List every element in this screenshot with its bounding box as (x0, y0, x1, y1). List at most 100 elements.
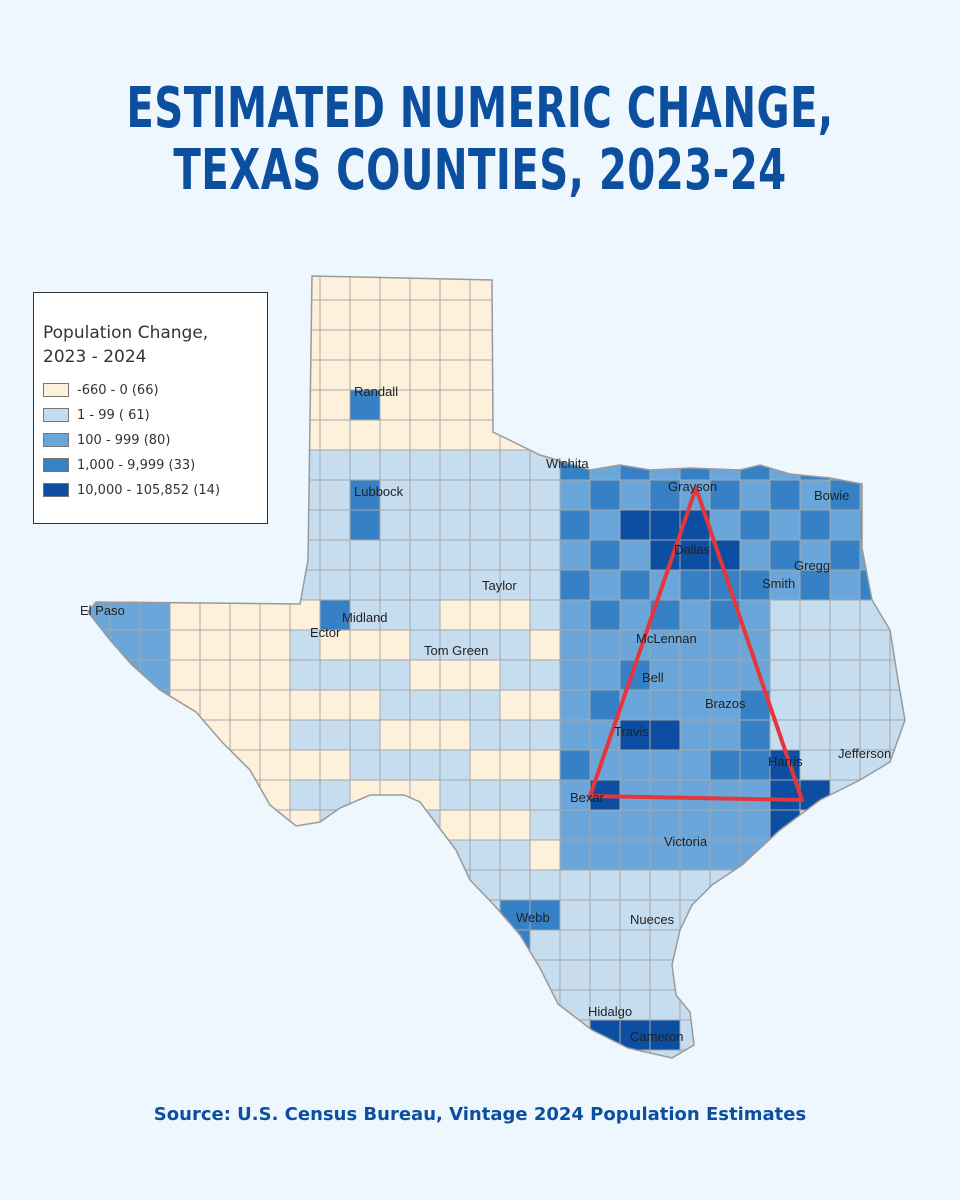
county-cell (349, 389, 381, 421)
county-cell (829, 1019, 861, 1051)
county-cell (379, 719, 411, 751)
county-cell (889, 869, 905, 901)
county-cell (619, 329, 651, 361)
map-legend: Population Change, 2023 - 2024 -660 - 0 … (33, 292, 268, 524)
county-cell (829, 1049, 861, 1058)
county-cell (409, 419, 441, 451)
county-cell (769, 449, 801, 481)
county-cell (859, 659, 891, 691)
county-cell (319, 569, 351, 601)
county-cell (769, 629, 801, 661)
county-cell (589, 599, 621, 631)
county-cell (709, 629, 741, 661)
county-cell (889, 719, 905, 751)
county-cell (709, 869, 741, 901)
county-cell (109, 689, 141, 721)
county-cell (709, 389, 741, 421)
county-cell (769, 839, 801, 871)
county-cell (589, 869, 621, 901)
county-cell (379, 629, 411, 661)
county-cell (439, 539, 471, 571)
county-cell (679, 929, 711, 961)
county-cell (409, 389, 441, 421)
county-cell (529, 779, 561, 811)
county-label-ector: Ector (310, 625, 341, 640)
county-cell (319, 629, 351, 661)
county-cell (169, 959, 201, 991)
county-cell (799, 359, 831, 391)
county-cell (379, 659, 411, 691)
county-cell (679, 569, 711, 601)
county-cell (109, 719, 141, 751)
county-cell (319, 599, 351, 631)
county-cell (199, 899, 231, 931)
county-cell (559, 689, 591, 721)
county-cell (499, 509, 531, 541)
county-label-tom-green: Tom Green (424, 643, 488, 658)
county-cell (409, 779, 441, 811)
legend-swatch (43, 483, 69, 497)
county-cell (349, 869, 381, 901)
county-cell (889, 1019, 905, 1051)
county-cell (739, 276, 771, 301)
county-cell (649, 1049, 681, 1058)
county-cell (169, 1049, 201, 1058)
county-cell (619, 749, 651, 781)
county-cell (139, 959, 171, 991)
county-cell (319, 1019, 351, 1051)
county-cell (859, 869, 891, 901)
county-cell (289, 1019, 321, 1051)
county-cell (559, 659, 591, 691)
county-cell (709, 719, 741, 751)
county-cell (889, 989, 905, 1021)
county-cell (499, 689, 531, 721)
legend-item: 10,000 - 105,852 (14) (43, 481, 220, 499)
county-cell (139, 869, 171, 901)
county-cell (289, 479, 321, 511)
county-cell (229, 719, 261, 751)
county-cell (499, 989, 531, 1021)
county-cell (679, 959, 711, 991)
county-cell (409, 929, 441, 961)
county-cell (799, 629, 831, 661)
county-cell (589, 659, 621, 691)
county-cell (649, 929, 681, 961)
county-cell (859, 899, 891, 931)
county-cell (409, 1049, 441, 1058)
county-cell (319, 809, 351, 841)
county-cell (889, 839, 905, 871)
county-cell (499, 599, 531, 631)
county-cell (349, 569, 381, 601)
county-cell (199, 809, 231, 841)
county-cell (739, 989, 771, 1021)
county-cell (139, 1019, 171, 1051)
county-cell (409, 449, 441, 481)
county-cell (529, 869, 561, 901)
legend-item: 1 - 99 ( 61) (43, 406, 150, 424)
county-cell (559, 959, 591, 991)
county-cell (379, 276, 411, 301)
county-cell (229, 1019, 261, 1051)
county-cell (349, 1019, 381, 1051)
county-cell (559, 329, 591, 361)
county-cell (859, 276, 891, 301)
county-cell (319, 539, 351, 571)
county-cell (469, 809, 501, 841)
county-cell (88, 959, 111, 991)
county-cell (439, 959, 471, 991)
county-cell (439, 299, 471, 331)
legend-swatch (43, 458, 69, 472)
county-cell (649, 869, 681, 901)
county-cell (619, 389, 651, 421)
county-cell (469, 779, 501, 811)
county-cell (589, 419, 621, 451)
county-cell (88, 839, 111, 871)
county-cell (799, 929, 831, 961)
county-cell (829, 419, 861, 451)
county-cell (349, 929, 381, 961)
county-label-midland: Midland (342, 610, 388, 625)
county-cell (199, 599, 231, 631)
county-cell (109, 809, 141, 841)
county-cell (889, 419, 905, 451)
